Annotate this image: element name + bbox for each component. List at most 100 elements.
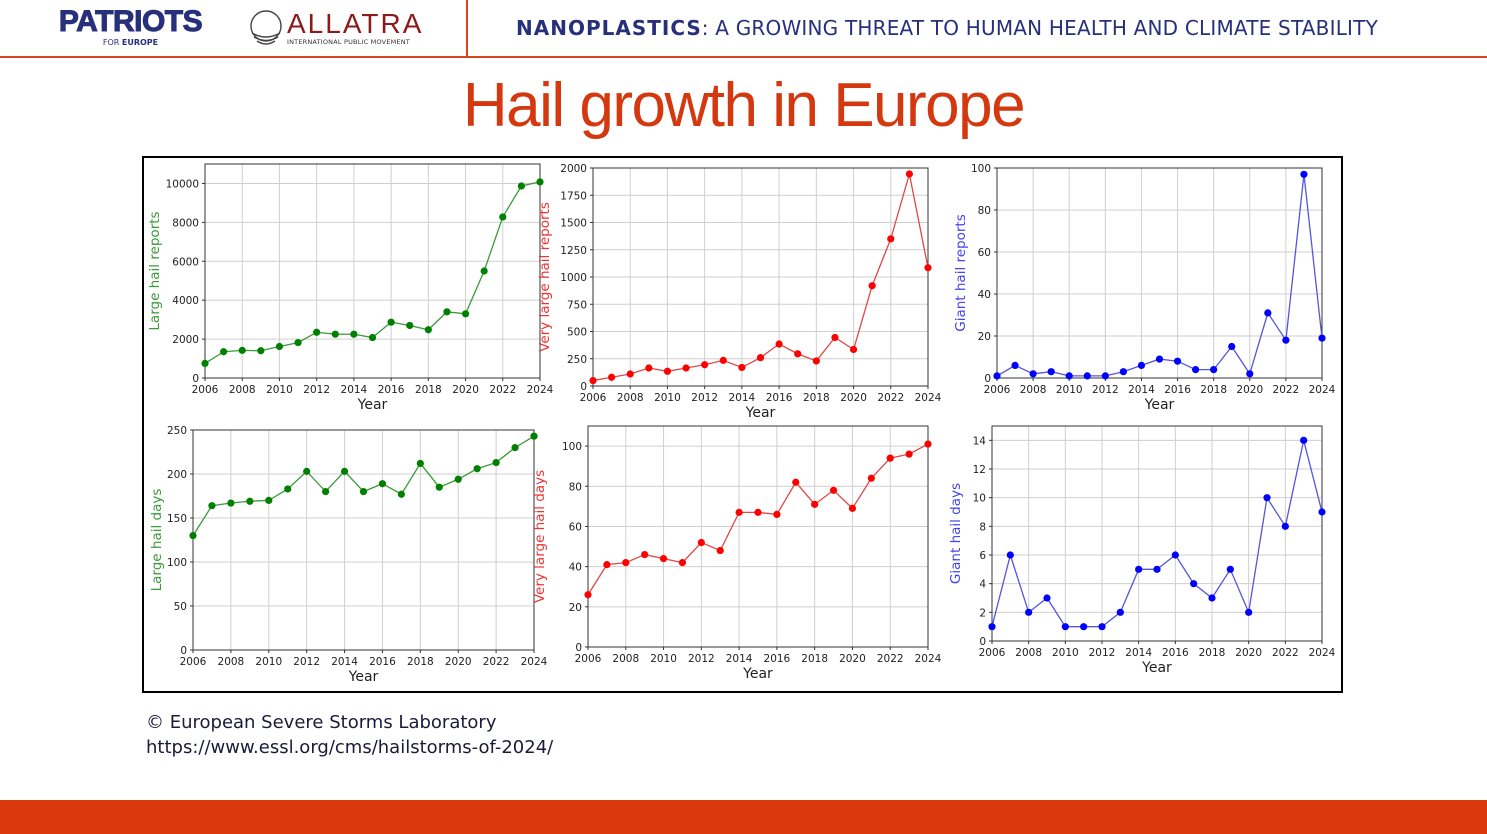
data-point-2007: [1006, 551, 1014, 559]
header-divider-horizontal: [0, 56, 1487, 58]
data-point-2006: [584, 591, 592, 599]
data-point-2017: [397, 490, 405, 498]
y-tick-label: 750: [567, 299, 587, 311]
data-point-2022: [1282, 336, 1290, 344]
data-point-2018: [1210, 366, 1218, 374]
data-point-2007: [603, 561, 611, 569]
x-axis-label: Year: [1144, 397, 1175, 413]
x-tick-label: 2018: [1200, 384, 1227, 396]
x-tick-label: 2020: [1236, 384, 1263, 396]
data-point-2012: [313, 328, 321, 336]
patriots-logo-europe: EUROPE: [121, 38, 159, 47]
allatra-logo: ALLATRA INTERNATIONAL PUBLIC MOVEMENT: [249, 8, 423, 48]
data-point-2018: [812, 357, 820, 365]
y-tick-label: 8: [979, 521, 986, 533]
credit-link[interactable]: https://www.essl.org/cms/hailstorms-of-2…: [146, 737, 554, 758]
x-tick-label: 2014: [1125, 647, 1152, 659]
x-axis-label: Year: [348, 669, 379, 685]
data-point-2019: [1228, 342, 1236, 351]
data-point-2023: [1300, 170, 1308, 178]
data-point-2007: [220, 348, 228, 356]
x-tick-label: 2010: [255, 656, 282, 668]
y-tick-label: 20: [978, 331, 991, 343]
x-tick-label: 2012: [1092, 384, 1119, 396]
x-tick-label: 2020: [1235, 647, 1262, 659]
data-point-2021: [480, 267, 488, 275]
x-tick-label: 2012: [293, 656, 320, 668]
data-point-2018: [424, 326, 432, 334]
data-point-2008: [622, 559, 630, 567]
x-tick-label: 2014: [729, 392, 756, 404]
data-point-2017: [1190, 580, 1198, 588]
data-point-2013: [719, 356, 727, 364]
data-point-2012: [1098, 623, 1106, 631]
x-tick-label: 2006: [192, 384, 219, 396]
x-tick-label: 2010: [1056, 384, 1083, 396]
chart-6: 2006 2008 2010 2012 2014 2016 2018 2020 2022 2024…: [948, 425, 1336, 676]
x-tick-label: 2008: [218, 656, 245, 668]
patriots-logo-for: FOR: [102, 38, 120, 47]
x-tick-label: 2012: [688, 653, 715, 665]
data-point-2013: [716, 546, 724, 555]
data-point-2024: [1318, 334, 1326, 342]
y-tick-label: 40: [569, 562, 582, 574]
x-tick-label: 2022: [1273, 384, 1300, 396]
data-point-2022: [886, 454, 894, 462]
y-tick-label: 6000: [172, 256, 199, 268]
y-axis-label: Large hail days: [149, 489, 165, 592]
x-axis-label: Year: [1141, 660, 1172, 676]
data-point-2014: [1135, 565, 1143, 573]
y-tick-label: 20: [569, 602, 582, 614]
data-point-2022: [887, 235, 895, 243]
data-point-2023: [517, 182, 525, 190]
y-tick-label: 250: [167, 425, 187, 437]
y-tick-label: 1750: [560, 190, 587, 202]
x-tick-label: 2012: [691, 392, 718, 404]
data-point-2020: [1245, 608, 1253, 616]
y-tick-label: 100: [971, 163, 991, 175]
plot-area-border: [592, 167, 929, 387]
data-point-2009: [257, 347, 265, 355]
y-tick-label: 6: [979, 550, 986, 562]
charts-frame: [142, 156, 1343, 693]
x-tick-label: 2018: [801, 653, 828, 665]
y-tick-label: 10: [973, 493, 986, 505]
x-tick-label: 2008: [612, 653, 639, 665]
data-point-2019: [435, 483, 443, 491]
data-point-2012: [697, 538, 705, 547]
data-point-2024: [536, 178, 544, 186]
patriots-logo: PATRIOTS FOR EUROPE: [48, 5, 213, 48]
x-tick-label: 2024: [527, 384, 554, 396]
x-tick-label: 2016: [764, 653, 791, 665]
y-tick-label: 12: [973, 464, 986, 476]
x-tick-label: 2018: [407, 656, 434, 668]
data-point-2023: [511, 444, 519, 452]
data-point-2022: [1281, 522, 1289, 530]
chart-4: 2006 2008 2010 2012 2014 2016 2018 2020 2022 2024…: [149, 425, 548, 685]
data-point-2006: [189, 532, 197, 540]
data-point-2020: [461, 310, 470, 318]
x-tick-label: 2024: [915, 653, 942, 665]
y-tick-label: 0: [192, 373, 199, 385]
data-point-2008: [238, 346, 246, 354]
data-point-2015: [368, 333, 377, 342]
x-tick-label: 2014: [1128, 384, 1155, 396]
header-title-bold: NANOPLASTICS: [516, 16, 702, 40]
x-axis-label: Year: [745, 405, 776, 421]
data-point-2019: [443, 308, 451, 316]
data-point-2024: [1318, 508, 1326, 516]
data-point-2023: [905, 170, 913, 178]
x-tick-label: 2006: [984, 384, 1011, 396]
data-point-2014: [340, 467, 349, 475]
patriots-logo-text: PATRIOTS: [58, 5, 203, 38]
x-tick-label: 2006: [180, 656, 207, 668]
plot-area-border: [587, 425, 929, 648]
chart-3: 2006 2008 2010 2012 2014 2016 2018 2020 2022 2024…: [953, 163, 1336, 413]
data-point-2006: [993, 372, 1001, 380]
data-point-2019: [1226, 565, 1234, 573]
data-point-2021: [1264, 309, 1272, 317]
data-point-2015: [1155, 355, 1164, 363]
data-point-2014: [738, 363, 746, 372]
y-tick-label: 150: [167, 513, 187, 525]
